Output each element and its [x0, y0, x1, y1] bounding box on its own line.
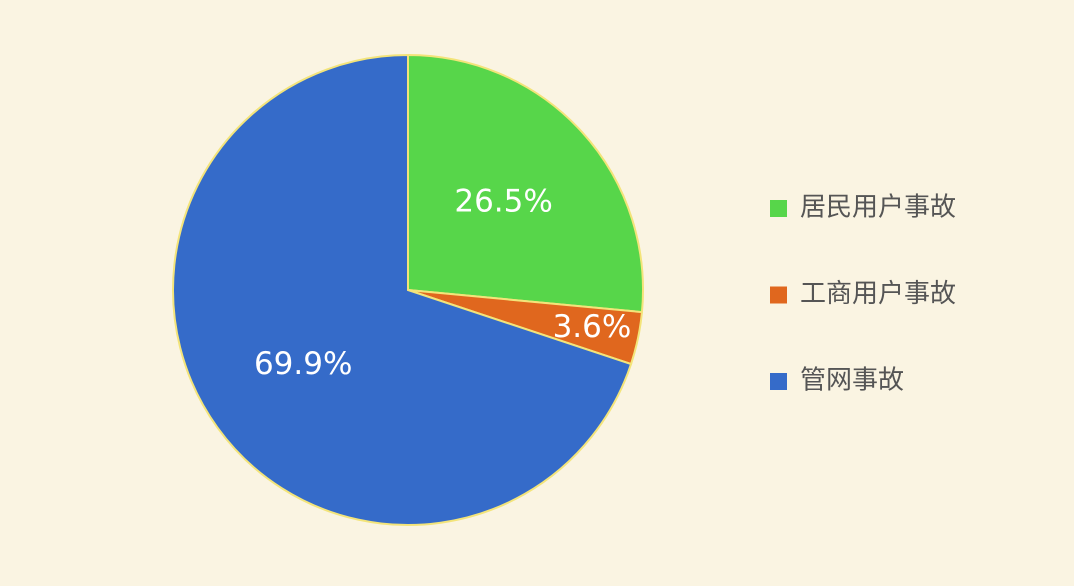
- slice-label: 69.9%: [254, 346, 352, 382]
- slice-label: 26.5%: [454, 184, 552, 220]
- legend-label: 工商用户事故: [800, 279, 956, 309]
- pie-slice: [407, 53, 644, 314]
- legend-swatch: [770, 373, 787, 390]
- slice-label: 3.6%: [553, 309, 632, 345]
- legend-label: 居民用户事故: [800, 193, 956, 223]
- legend-swatch: [770, 286, 787, 304]
- legend-swatch: [770, 200, 787, 217]
- legend-label: 管网事故: [800, 366, 904, 396]
- pie-slice: [172, 53, 633, 526]
